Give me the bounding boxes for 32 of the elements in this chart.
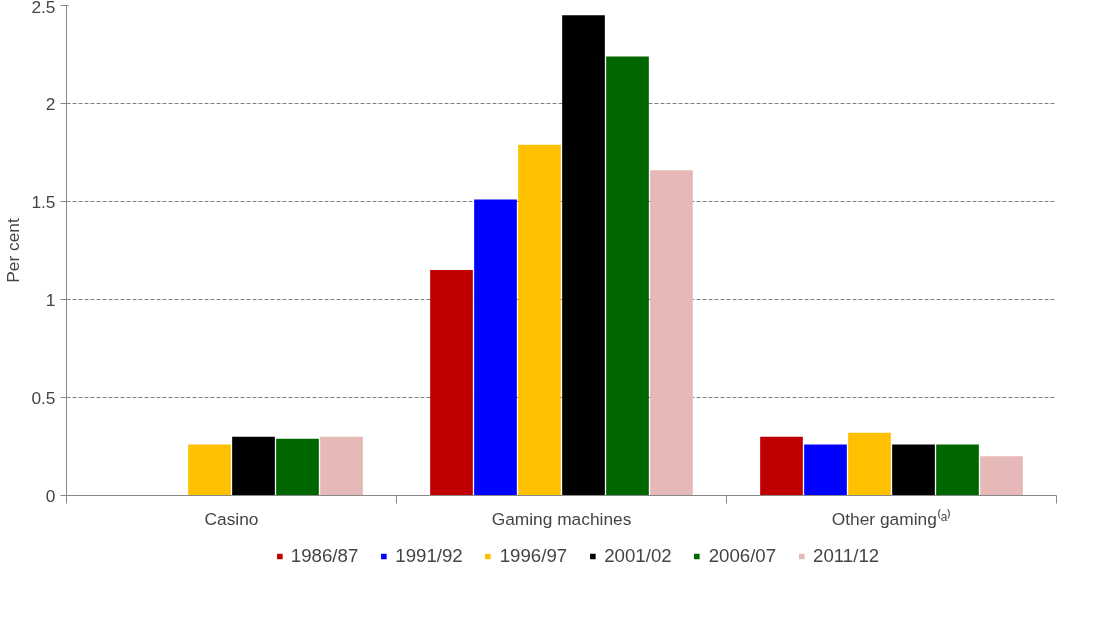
bar xyxy=(518,144,561,496)
bar xyxy=(188,444,231,496)
y-tick-label: 0.5 xyxy=(31,387,56,408)
legend-label: 2006/07 xyxy=(708,545,777,567)
legend-label: 2011/12 xyxy=(813,545,880,567)
bar xyxy=(606,56,649,496)
bar xyxy=(804,444,847,496)
y-axis-title: Per cent xyxy=(3,218,24,283)
legend-label: 2001/02 xyxy=(604,545,672,567)
bar xyxy=(474,199,517,496)
bar xyxy=(276,438,319,496)
bar xyxy=(562,15,605,496)
bar xyxy=(320,436,363,496)
bar xyxy=(936,444,979,496)
bar xyxy=(650,170,693,496)
legend-label: 1991/92 xyxy=(395,545,463,567)
legend-label: 1986/87 xyxy=(290,545,359,567)
y-tick-label: 1.5 xyxy=(31,191,56,212)
y-tick-label: 2.5 xyxy=(31,0,56,17)
legend-label: 1996/97 xyxy=(499,545,568,567)
bar xyxy=(980,456,1023,496)
x-tick-label: Other gaming⁽ᵃ⁾ xyxy=(831,508,952,529)
bar xyxy=(892,444,935,496)
y-tick-label: 0 xyxy=(45,485,56,506)
bar xyxy=(760,436,803,496)
y-tick-label: 2 xyxy=(45,93,56,114)
x-tick-label: Casino xyxy=(204,508,259,529)
bar xyxy=(232,436,275,496)
bar xyxy=(848,432,891,496)
y-tick-label: 1 xyxy=(45,289,56,310)
bar xyxy=(430,270,473,496)
x-tick-label: Gaming machines xyxy=(491,508,632,529)
